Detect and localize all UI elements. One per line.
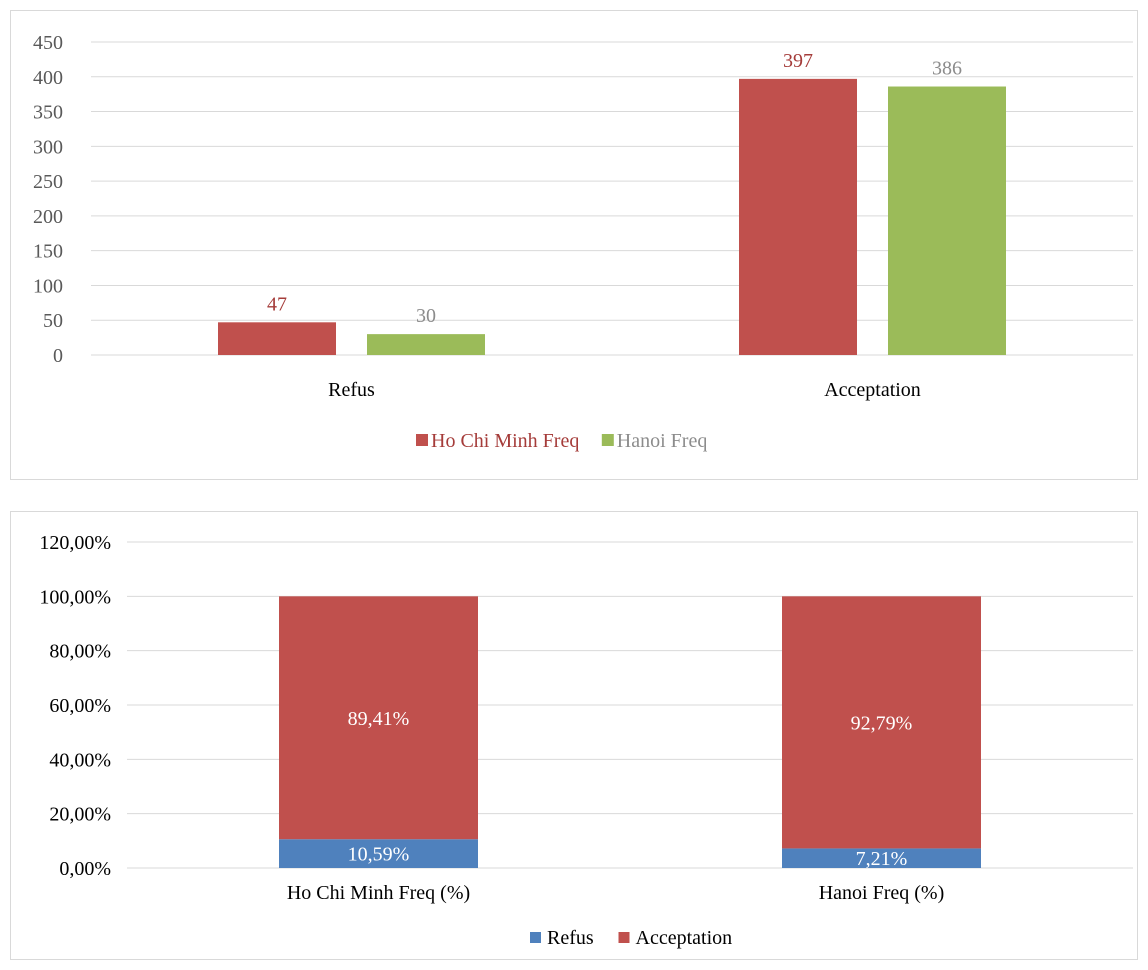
y-tick-label: 120,00% (39, 532, 111, 554)
legend-swatch (601, 434, 614, 446)
stacked-bar-acceptation (279, 596, 478, 840)
legend-swatch (416, 434, 428, 446)
y-tick-label: 350 (33, 102, 63, 124)
y-tick-label: 0 (53, 345, 63, 367)
y-tick-label: 400 (33, 67, 63, 89)
bar-hanoi-freq (888, 86, 1006, 355)
y-tick-label: 20,00% (49, 804, 111, 826)
legend-entry: Ho Chi Minh Freq (431, 430, 579, 452)
y-tick-label: 250 (33, 171, 63, 193)
stacked-bar-refus (279, 839, 478, 868)
data-label: 89,41% (348, 708, 410, 730)
frequency-bar-chart: 0 50 100 150 200 250 300 350 400 450 Refus 47 30 Acce… (33, 32, 1133, 452)
y-tick-label: 200 (33, 206, 63, 228)
frequency-chart-panel: 0 50 100 150 200 250 300 350 400 450 Refus 47 30 Acce… (10, 10, 1138, 480)
x-category-label: Hanoi Freq (%) (819, 882, 945, 904)
bar-hanoi-freq (367, 334, 485, 355)
stacked-bar-acceptation (782, 596, 981, 849)
data-label: 386 (932, 58, 962, 80)
legend-entry: Acceptation (636, 927, 733, 949)
legend-entry: Hanoi Freq (617, 430, 708, 452)
data-label: 397 (783, 50, 813, 72)
legend-swatch (618, 932, 630, 943)
legend: Refus Acceptation (530, 927, 732, 949)
legend-entry: Refus (547, 927, 594, 949)
y-tick-label: 0,00% (59, 858, 111, 880)
y-tick-label: 40,00% (49, 749, 111, 771)
legend-swatch (530, 932, 541, 943)
x-category-label: Ho Chi Minh Freq (%) (287, 882, 470, 904)
bar-ho-chi-minh-freq (218, 322, 336, 355)
percentage-chart-panel: 0,00% 20,00% 40,00% 60,00% 80,00% 100,00% 120,… (10, 511, 1138, 960)
y-tick-label: 150 (33, 241, 63, 263)
y-tick-label: 100,00% (39, 586, 111, 608)
legend: Ho Chi Minh Freq Hanoi Freq (416, 430, 707, 452)
data-label: 7,21% (856, 848, 908, 870)
y-tick-label: 300 (33, 136, 63, 158)
y-tick-label: 100 (33, 275, 63, 297)
data-label: 47 (267, 293, 287, 315)
bar-ho-chi-minh-freq (739, 78, 857, 355)
stacked-bar-refus (782, 848, 981, 868)
data-label: 92,79% (851, 712, 913, 734)
y-tick-label: 450 (33, 32, 63, 54)
percentage-stacked-bar-chart: 0,00% 20,00% 40,00% 60,00% 80,00% 100,00% 120,… (39, 532, 1133, 949)
y-tick-label: 50 (43, 310, 63, 332)
x-category-label: Acceptation (824, 379, 921, 401)
x-category-label: Refus (328, 379, 375, 401)
data-label: 30 (416, 305, 436, 327)
y-tick-label: 60,00% (49, 695, 111, 717)
data-label: 10,59% (348, 844, 410, 866)
y-tick-label: 80,00% (49, 641, 111, 663)
